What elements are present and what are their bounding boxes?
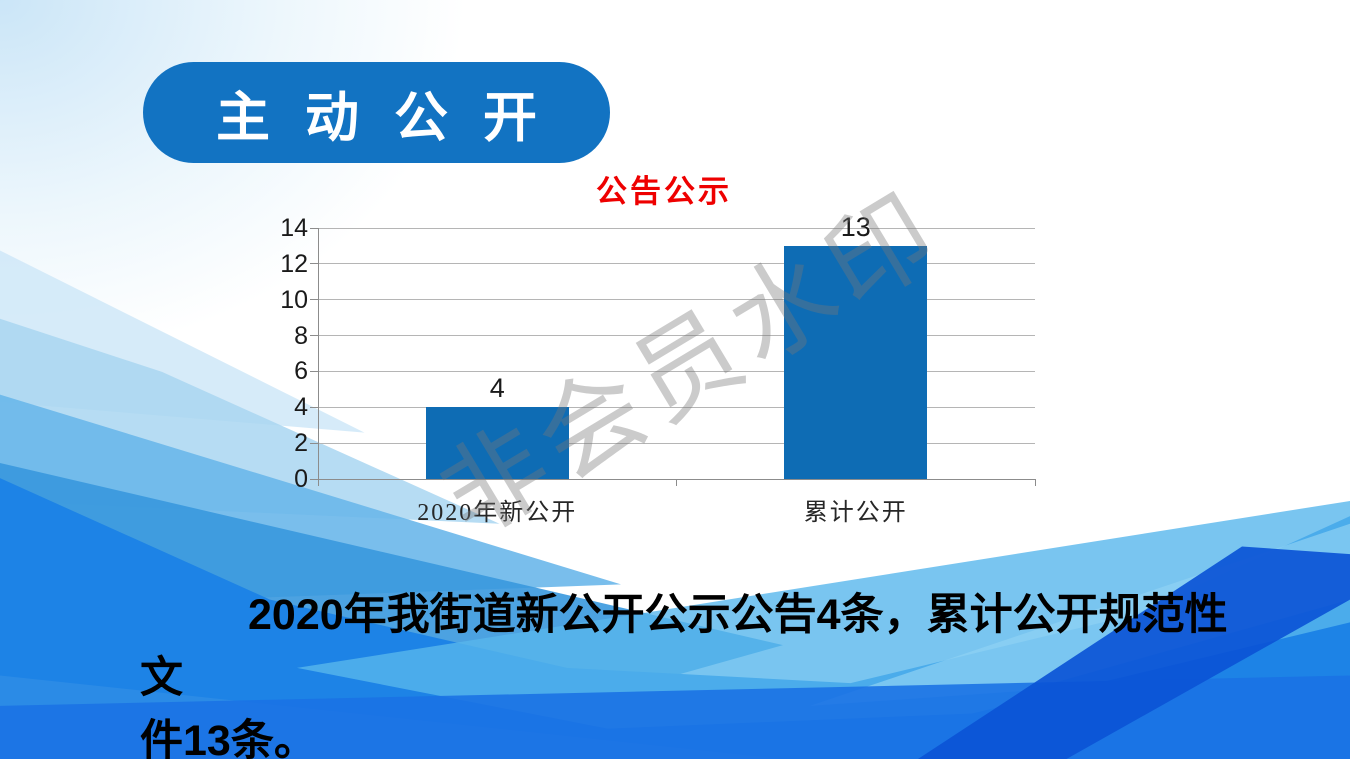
y-axis-line — [317, 228, 319, 486]
y-tick-label: 0 — [294, 465, 308, 493]
y-tick-label: 6 — [294, 357, 308, 386]
x-tick-mark — [317, 479, 319, 486]
section-badge: 主 动 公 开 — [143, 62, 610, 163]
y-tick-label: 2 — [294, 429, 308, 458]
category-label: 累计公开 — [803, 500, 908, 526]
summary-line-2: 件13条。 — [140, 717, 317, 759]
y-tick-label: 14 — [280, 214, 308, 242]
x-tick-mark — [1034, 479, 1036, 486]
x-tick-mark — [676, 479, 677, 486]
y-tick-label: 10 — [280, 285, 308, 314]
section-badge-label: 主 动 公 开 — [215, 88, 547, 148]
y-tick-label: 12 — [280, 249, 308, 278]
summary-paragraph: 2020年我街道新公开公示公告4条，累计公开规范性文 件13条。 — [140, 584, 1260, 759]
summary-line-1: 2020年我街道新公开公示公告4条，累计公开规范性文 — [140, 591, 1228, 702]
y-tick-label: 4 — [294, 393, 308, 422]
y-tick-label: 8 — [294, 321, 308, 350]
